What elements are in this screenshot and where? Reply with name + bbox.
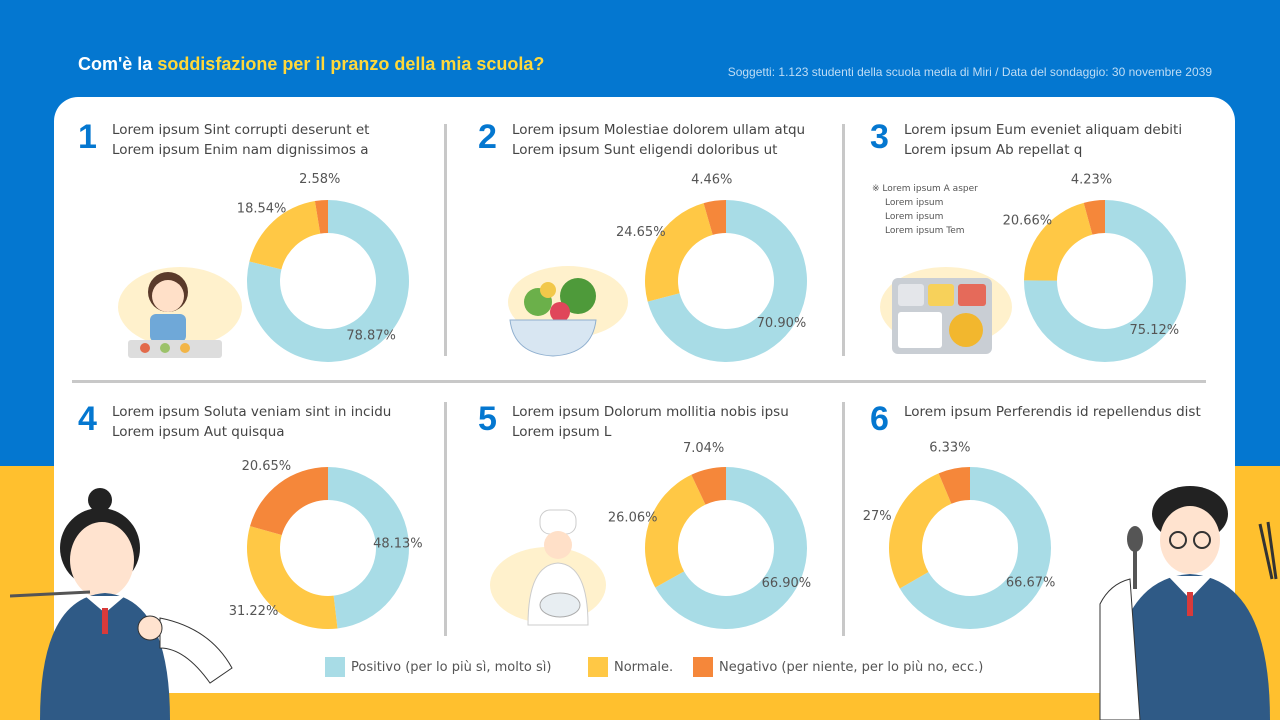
donut-slice-normal <box>889 473 952 589</box>
donut-slice-positive <box>899 467 1051 629</box>
data-label: 48.13% <box>373 536 423 551</box>
question-line: Lorem ipsum Perferendis id repellendus d… <box>904 404 1201 420</box>
donut-slice-positive <box>328 467 409 629</box>
data-label: 27% <box>863 509 892 524</box>
panel-question: Lorem ipsum Molestiae dolorem ullam atqu… <box>512 120 805 160</box>
data-label: 4.46% <box>691 172 732 187</box>
divider <box>444 124 447 356</box>
data-label: 26.06% <box>608 511 658 526</box>
data-label: 18.54% <box>237 201 287 216</box>
question-line: Lorem ipsum Enim nam dignissimos a <box>112 142 369 158</box>
donut-slice-normal <box>1024 202 1093 281</box>
donut-slice-positive <box>655 467 807 629</box>
data-label: 20.66% <box>1003 214 1053 229</box>
divider <box>72 380 1206 383</box>
donut-chart-6: 66.67% 27% 6.33% <box>863 441 1055 629</box>
data-label: 70.90% <box>757 316 807 331</box>
content-card <box>54 97 1235 693</box>
survey-info: Soggetti: 1.123 studenti della scuola me… <box>727 65 1212 79</box>
donut-chart-3: 75.12% 20.66% 4.23% <box>1003 172 1186 362</box>
panel-question: Lorem ipsum Sint corrupti deserunt et Lor… <box>112 120 369 160</box>
panel-question: Lorem ipsum Dolorum mollitia nobis ipsu L… <box>512 402 789 442</box>
donut-slice-negative <box>691 467 726 505</box>
data-label: 20.65% <box>242 459 292 474</box>
question-line: Lorem ipsum Molestiae dolorem ullam atqu <box>512 122 806 138</box>
panel-number: 1 <box>78 118 97 156</box>
donut-chart-1: 78.87% 18.54% 2.58% <box>237 172 409 362</box>
question-line: Lorem ipsum Dolorum mollitia nobis ipsu <box>512 404 789 420</box>
salad-bowl-illustration <box>508 266 628 357</box>
legend-normal: Normale. <box>588 657 673 677</box>
panel-number: 4 <box>78 400 97 438</box>
question-line: Lorem ipsum Sint corrupti deserunt et <box>112 122 370 138</box>
data-label: 24.65% <box>616 225 666 240</box>
donut-slice-normal <box>645 474 706 588</box>
donut-slice-negative <box>1083 200 1105 235</box>
data-label: 66.67% <box>1006 576 1056 591</box>
donut-slice-normal <box>249 201 321 270</box>
donut-chart-4: 48.13% 31.22% 20.65% <box>229 459 423 629</box>
legend-label: Positivo (per lo più sì, molto sì) <box>351 659 552 675</box>
divider <box>842 124 845 356</box>
legend-swatch <box>325 657 345 677</box>
panel-number: 3 <box>870 118 889 156</box>
question-line: Lorem ipsum Aut quisqua <box>112 424 285 440</box>
note-line: ※ Lorem ipsum A asper <box>872 184 978 194</box>
question-line: Lorem ipsum Eum eveniet aliquam debiti <box>904 122 1183 138</box>
legend-swatch <box>588 657 608 677</box>
note-line: Lorem ipsum <box>885 198 944 208</box>
question-line: Lorem ipsum Ab repellat q <box>904 142 1083 158</box>
donut-slice-negative <box>314 200 328 234</box>
donut-slice-normal <box>247 526 338 629</box>
data-label: 2.58% <box>299 172 340 187</box>
donut-slice-positive <box>1024 200 1186 362</box>
student-lunch-illustration <box>118 267 242 358</box>
question-line: Lorem ipsum L <box>512 424 612 440</box>
data-label: 6.33% <box>929 441 970 456</box>
title-highlight: soddisfazione per il pranzo della mia sc… <box>157 54 545 74</box>
question-line: Lorem ipsum Soluta veniam sint in incidu <box>112 404 392 420</box>
panel-question: Lorem ipsum Soluta veniam sint in incidu… <box>112 402 391 442</box>
legend-label: Normale. <box>614 659 674 675</box>
divider <box>842 402 845 636</box>
panel-number: 5 <box>478 400 497 438</box>
panel-question: Lorem ipsum Eum eveniet aliquam debiti Lo… <box>904 120 1182 160</box>
chef-illustration <box>490 509 606 626</box>
donut-slice-negative <box>703 200 726 235</box>
boy-student-illustration <box>1099 486 1278 720</box>
data-label: 4.23% <box>1071 172 1112 187</box>
question-line: Lorem ipsum Sunt eligendi doloribus ut <box>512 142 778 158</box>
legend-negative: Negativo (per niente, per lo più no, ecc… <box>693 657 983 677</box>
panel-number: 2 <box>478 118 497 156</box>
girl-student-illustration <box>10 488 233 720</box>
panel-question: Lorem ipsum Perferendis id repellendus d… <box>904 402 1201 422</box>
donut-slice-negative <box>250 467 328 536</box>
data-label: 31.22% <box>229 604 279 619</box>
panel-number: 6 <box>870 400 889 438</box>
donut-slice-positive <box>247 200 409 362</box>
donut-slice-positive <box>647 200 807 362</box>
title-prefix: Com'è la <box>78 54 158 74</box>
meal-tray-illustration <box>880 267 1012 354</box>
donut-slice-normal <box>645 203 713 302</box>
note-line: Lorem ipsum Tem <box>885 226 965 236</box>
data-label: 78.87% <box>346 329 396 344</box>
legend-swatch <box>693 657 713 677</box>
note-line: Lorem ipsum <box>885 212 944 222</box>
donut-chart-2: 70.90% 24.65% 4.46% <box>616 172 807 362</box>
divider <box>444 402 447 636</box>
data-label: 66.90% <box>762 576 812 591</box>
legend-label: Negativo (per niente, per lo più no, ecc… <box>719 659 984 675</box>
donut-slice-negative <box>938 467 970 504</box>
donut-chart-5: 66.90% 26.06% 7.04% <box>608 441 811 629</box>
page-title: Com'è la soddisfazione per il pranzo del… <box>78 54 544 75</box>
legend-positive: Positivo (per lo più sì, molto sì) <box>325 657 551 677</box>
panel-note: ※ Lorem ipsum A asper Lorem ipsum Lorem ip… <box>872 182 978 238</box>
data-label: 75.12% <box>1130 323 1180 338</box>
data-label: 7.04% <box>683 441 724 456</box>
